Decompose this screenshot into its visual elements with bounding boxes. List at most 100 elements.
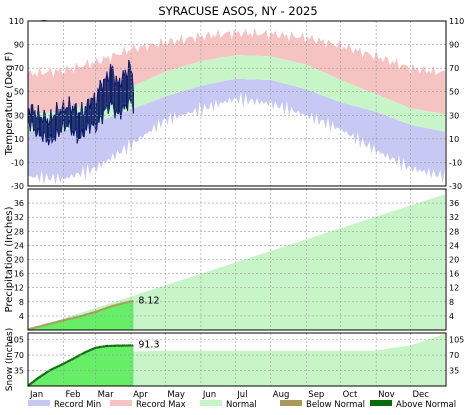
- departure-segment: [89, 350, 90, 351]
- departure-segment: [90, 350, 91, 351]
- departure-segment: [64, 363, 65, 364]
- x-tick-label-mar: Mar: [98, 390, 115, 400]
- y-tick-label-right: 30: [449, 111, 459, 120]
- y-tick-label-left: 32: [14, 213, 24, 222]
- departure-segment: [62, 320, 63, 321]
- y-tick-label-left: 12: [14, 284, 24, 293]
- departure-segment: [41, 376, 42, 377]
- y-tick-label-left: 90: [14, 41, 24, 50]
- y-tick-label-right: 20: [449, 256, 459, 265]
- departure-segment: [48, 371, 49, 372]
- legend-label: Record Max: [136, 400, 186, 410]
- departure-segment: [86, 351, 87, 352]
- y-tick-label-left: 20: [14, 256, 24, 265]
- departure-segment: [113, 305, 114, 306]
- chart-title: SYRACUSE ASOS, NY - 2025: [158, 4, 317, 18]
- y-tick-label-left: 8: [19, 298, 24, 307]
- departure-segment: [42, 375, 43, 376]
- year-to-date-total: 8.12: [138, 295, 159, 306]
- y-tick-label-right: 12: [449, 284, 459, 293]
- y-tick-label-left: 36: [14, 199, 24, 208]
- y-tick-label-right: 10: [449, 135, 459, 144]
- y-tick-label-left: 70: [14, 351, 24, 360]
- x-tick-label-dec: Dec: [413, 390, 430, 400]
- y-tick-label-right: 28: [449, 227, 459, 236]
- y-tick-label-left: 110: [9, 17, 24, 26]
- y-tick-label-right: -30: [449, 182, 462, 191]
- y-tick-label-right: 70: [449, 64, 459, 73]
- y-axis-label: Snow (Inches): [5, 328, 15, 391]
- departure-segment: [45, 325, 46, 326]
- departure-segment: [66, 319, 67, 320]
- y-tick-label-right: 110: [449, 17, 464, 26]
- departure-segment: [69, 318, 70, 319]
- departure-segment: [72, 318, 73, 319]
- departure-segment: [132, 301, 133, 302]
- departure-segment: [34, 327, 35, 328]
- departure-segment: [60, 365, 61, 366]
- y-tick-label-left: 50: [14, 88, 24, 97]
- y-tick-label-left: -10: [11, 158, 24, 167]
- legend-swatch: [280, 400, 302, 406]
- departure-segment: [73, 358, 74, 359]
- departure-segment: [121, 303, 122, 304]
- y-tick-label-left: 24: [14, 241, 24, 250]
- departure-segment: [81, 354, 82, 355]
- departure-segment: [36, 379, 37, 380]
- y-axis-label: Precipitation (Inches): [4, 206, 15, 312]
- departure-segment: [104, 346, 105, 347]
- x-tick-label-jun: Jun: [202, 390, 216, 400]
- y-tick-label-right: 35: [449, 367, 459, 376]
- departure-segment: [75, 357, 76, 358]
- x-tick-label-jan: Jan: [29, 390, 43, 400]
- departure-segment: [78, 355, 79, 356]
- departure-segment: [40, 376, 41, 377]
- departure-segment: [34, 380, 35, 381]
- departure-segment: [69, 360, 70, 361]
- departure-segment: [44, 374, 45, 375]
- y-tick-label-right: 4: [449, 312, 454, 321]
- departure-segment: [109, 306, 110, 307]
- departure-segment: [40, 326, 41, 327]
- departure-segment: [43, 374, 44, 375]
- departure-segment: [74, 358, 75, 359]
- departure-segment: [54, 368, 55, 369]
- y-tick-label-left: 28: [14, 227, 24, 236]
- y-tick-label-left: 16: [14, 270, 24, 279]
- departure-segment: [37, 378, 38, 379]
- y-tick-label-right: 70: [449, 351, 459, 360]
- legend-label: Record Min: [54, 400, 101, 410]
- legend-label: Above Normal: [396, 400, 456, 410]
- y-tick-label-left: -30: [11, 182, 24, 191]
- departure-segment: [94, 312, 95, 313]
- departure-segment: [33, 382, 34, 383]
- y-tick-label-left: 35: [14, 367, 24, 376]
- x-tick-label-jul: Jul: [236, 390, 247, 400]
- y-tick-label-left: 70: [14, 64, 24, 73]
- departure-segment: [30, 383, 31, 384]
- y-tick-label-right: 24: [449, 241, 459, 250]
- legend-label: Normal: [226, 400, 257, 410]
- departure-segment: [57, 366, 58, 367]
- departure-segment: [104, 308, 105, 309]
- x-tick-label-aug: Aug: [273, 390, 290, 400]
- x-tick-label-apr: Apr: [133, 390, 148, 400]
- departure-segment: [66, 362, 67, 363]
- departure-segment: [52, 369, 53, 370]
- x-tick-label-sep: Sep: [308, 390, 324, 400]
- y-tick-label-left: 30: [14, 111, 24, 120]
- x-tick-label-may: May: [167, 390, 185, 400]
- departure-segment: [84, 352, 85, 353]
- x-tick-label-feb: Feb: [66, 390, 81, 400]
- departure-segment: [29, 384, 30, 385]
- departure-segment: [72, 359, 73, 360]
- departure-segment: [68, 361, 69, 362]
- y-tick-label-right: 50: [449, 88, 459, 97]
- departure-segment: [127, 302, 128, 303]
- departure-segment: [62, 364, 63, 365]
